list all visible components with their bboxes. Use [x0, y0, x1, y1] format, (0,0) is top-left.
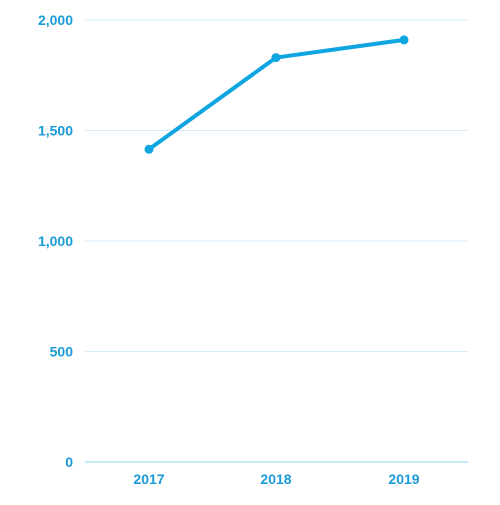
- y-tick-label: 2,000: [38, 12, 73, 28]
- y-tick-label: 500: [50, 344, 74, 360]
- y-tick-label: 1,500: [38, 123, 73, 139]
- grid-layer: [85, 19, 468, 463]
- x-tick-label: 2019: [388, 471, 419, 487]
- series-layer: [144, 35, 409, 154]
- x-axis: 2017 2018 2019: [133, 471, 419, 487]
- data-point: [399, 35, 409, 45]
- data-point: [271, 53, 281, 63]
- data-point: [144, 144, 154, 154]
- y-tick-label: 0: [65, 454, 73, 470]
- x-tick-label: 2017: [133, 471, 164, 487]
- y-tick-label: 1,000: [38, 233, 73, 249]
- y-axis: 0 500 1,000 1,500 2,000: [38, 12, 73, 470]
- x-tick-label: 2018: [260, 471, 291, 487]
